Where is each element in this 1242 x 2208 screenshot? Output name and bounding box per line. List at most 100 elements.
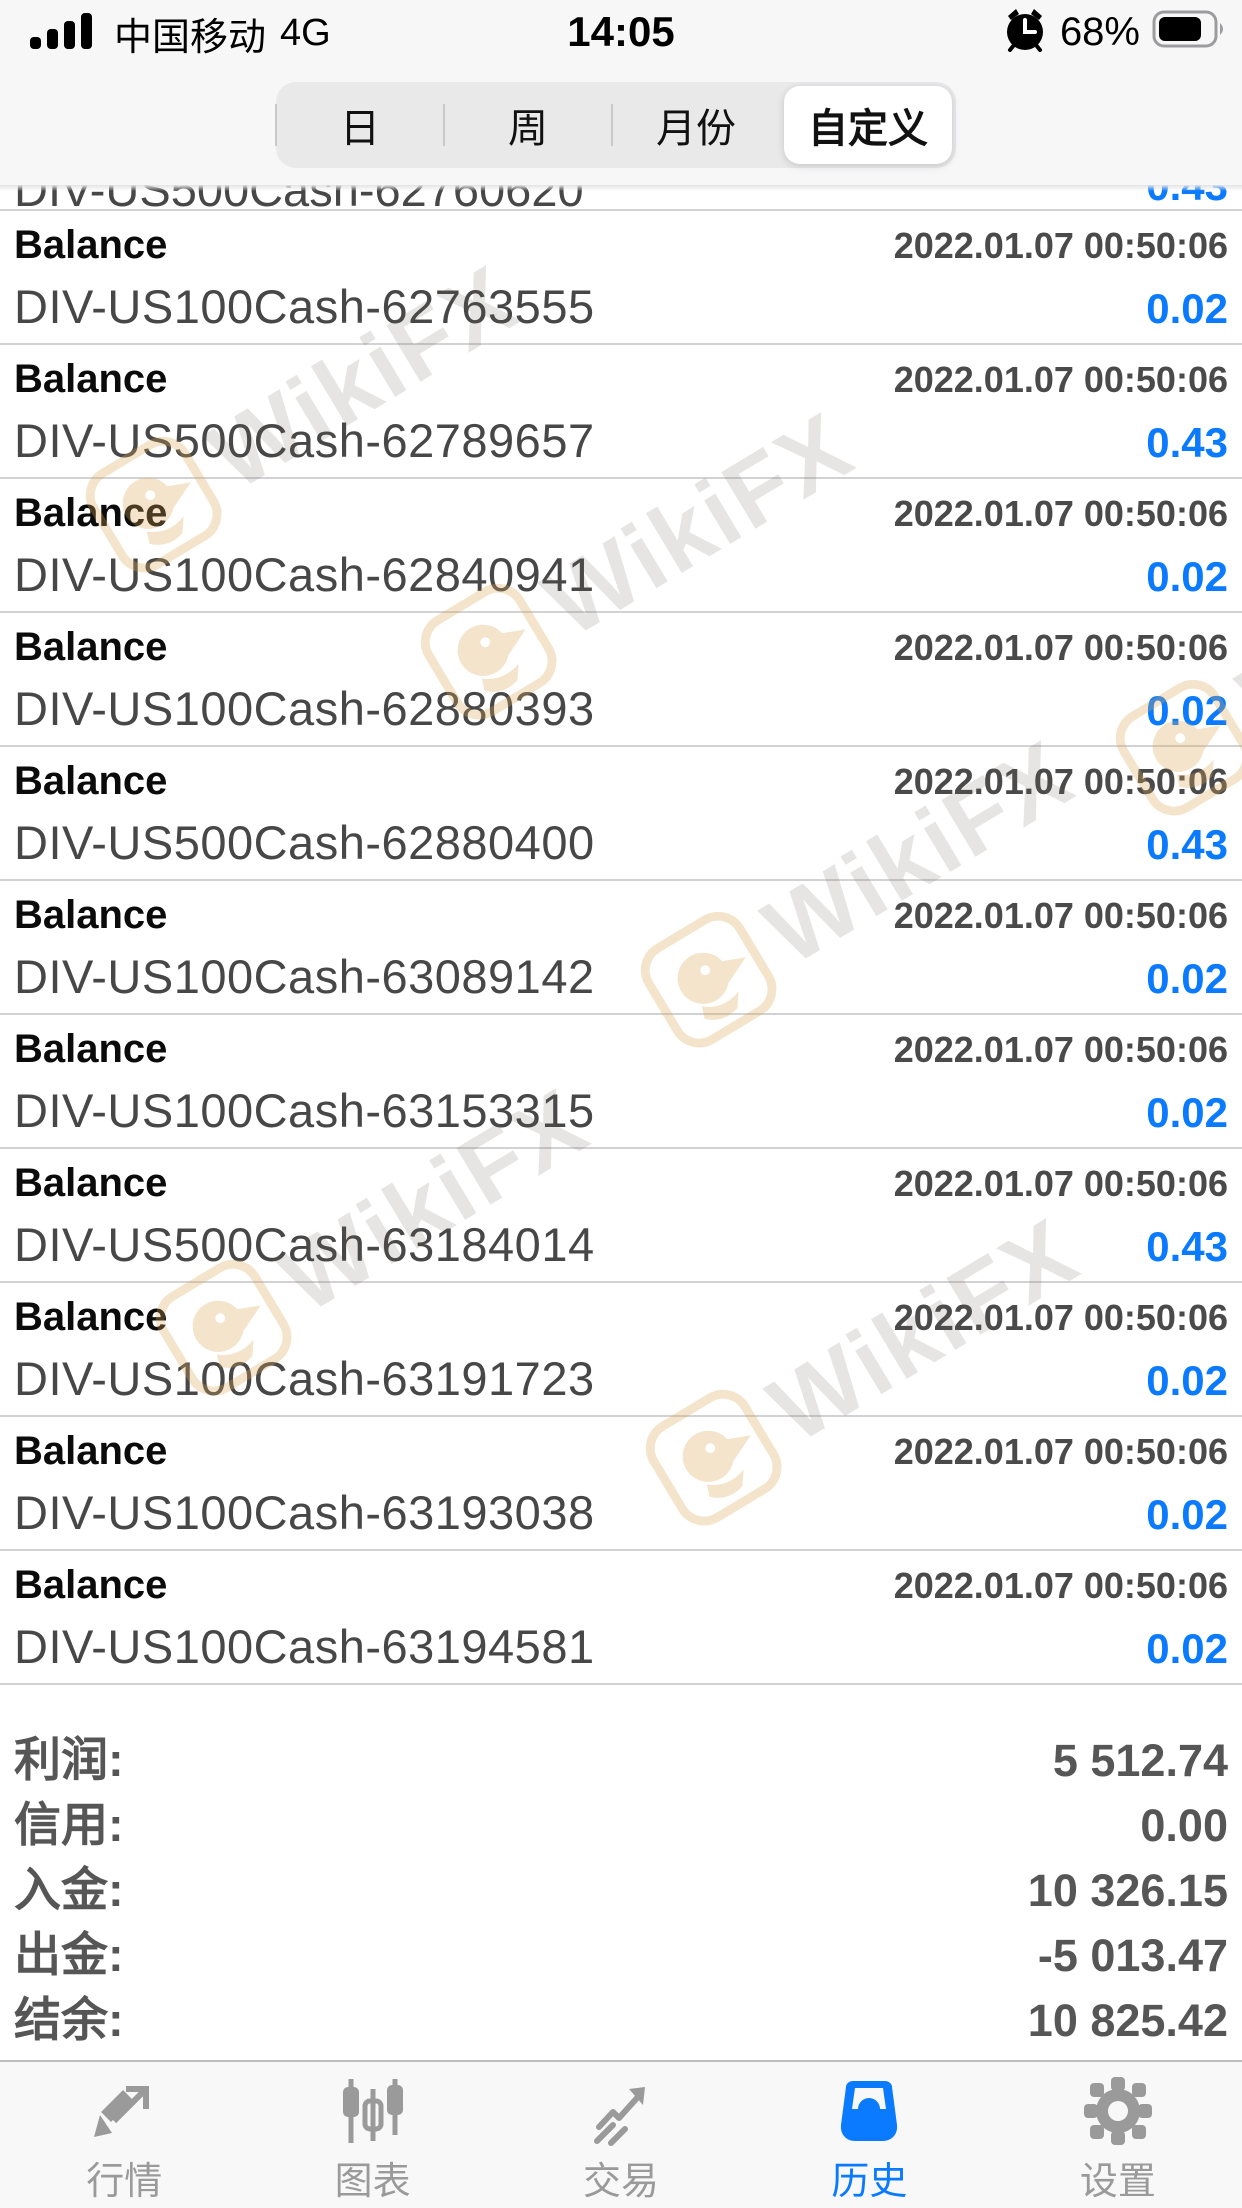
symbol-label: DIV-US100Cash-62763555 xyxy=(14,280,595,333)
history-row[interactable]: Balance 2022.01.07 00:50:06 DIV-US100Cas… xyxy=(0,1283,1242,1417)
transaction-type-label: Balance xyxy=(14,1295,168,1339)
summary-value: 0.00 xyxy=(1140,1800,1228,1851)
transaction-time-label: 2022.01.07 00:50:06 xyxy=(893,1297,1228,1338)
transaction-type-label: Balance xyxy=(14,223,168,267)
transaction-type-label: Balance xyxy=(14,357,168,401)
transaction-time-label: 2022.01.07 00:50:06 xyxy=(893,359,1228,400)
transaction-time-label: 2022.01.07 00:50:06 xyxy=(893,1565,1228,1606)
transaction-type-label: Balance xyxy=(14,625,168,669)
tab-label: 设置 xyxy=(1079,2161,1156,2203)
symbol-label: DIV-US100Cash-62880393 xyxy=(14,682,595,735)
alarm-clock-icon xyxy=(1002,6,1048,59)
history-rows: Balance 2022.01.07 00:50:06 DIV-US100Cas… xyxy=(0,211,1242,1685)
summary-row: 结余: 10 825.42 xyxy=(14,1981,1228,2046)
transaction-type-label: Balance xyxy=(14,1161,168,1205)
summary-label: 结余: xyxy=(14,1993,124,2046)
tab-label: 图表 xyxy=(334,2161,411,2203)
summary-label: 利润: xyxy=(14,1733,124,1786)
symbol-label: DIV-US500Cash-62880400 xyxy=(14,816,595,869)
amount-value: 0.02 xyxy=(1146,955,1228,1002)
battery-icon xyxy=(1152,10,1226,55)
history-row[interactable]: Balance 2022.01.07 00:50:06 DIV-US500Cas… xyxy=(0,747,1242,881)
history-row[interactable]: Balance 2022.01.07 00:50:06 DIV-US100Cas… xyxy=(0,1417,1242,1551)
period-tab[interactable]: 日 xyxy=(275,82,444,168)
summary-value: 10 326.15 xyxy=(1027,1865,1228,1916)
history-row[interactable]: Balance 2022.01.07 00:50:06 DIV-US100Cas… xyxy=(0,613,1242,747)
tab-交易[interactable]: 交易 xyxy=(497,2062,745,2208)
chart-icon xyxy=(334,2074,412,2148)
history-row[interactable]: Balance 2022.01.07 00:50:06 DIV-US500Cas… xyxy=(0,1149,1242,1283)
tab-设置[interactable]: 设置 xyxy=(994,2062,1242,2208)
history-row[interactable]: Balance 2022.01.07 00:50:06 DIV-US100Cas… xyxy=(0,881,1242,1015)
tab-label: 交易 xyxy=(583,2161,660,2203)
battery-percent-label: 68% xyxy=(1059,10,1140,54)
symbol-label: DIV-US500Cash-63184014 xyxy=(14,1218,595,1271)
period-tab[interactable]: 周 xyxy=(443,82,612,168)
network-type-label: 4G xyxy=(280,12,331,54)
carrier-label: 中国移动 xyxy=(114,17,267,59)
period-tab-label: 自定义 xyxy=(808,107,928,151)
history-row[interactable]: Balance 2022.01.07 00:50:06 DIV-US100Cas… xyxy=(0,479,1242,613)
summary-row: 入金: 10 326.15 xyxy=(14,1851,1228,1916)
symbol-label: DIV-US100Cash-63193038 xyxy=(14,1486,595,1539)
symbol-label: DIV-US100Cash-62840941 xyxy=(14,548,595,601)
status-bar: 中国移动 4G 14:05 68% xyxy=(0,0,1242,60)
transaction-time-label: 2022.01.07 00:50:06 xyxy=(893,1163,1228,1204)
signal-strength-icon xyxy=(28,9,100,58)
summary-label: 出金: xyxy=(14,1928,124,1981)
tab-行情[interactable]: 行情 xyxy=(0,2062,248,2208)
bottom-tab-bar: 行情 图表 交易 历史 xyxy=(0,2060,1242,2208)
transaction-type-label: Balance xyxy=(14,1027,168,1071)
history-row[interactable]: Balance 2022.01.07 00:50:06 DIV-US100Cas… xyxy=(0,1015,1242,1149)
quotes-icon xyxy=(85,2074,163,2148)
period-tab-label: 日 xyxy=(340,107,380,151)
history-list: DIV-US500Cash-62760620 0.43 Balance 2022… xyxy=(0,185,1242,1685)
summary-label: 入金: xyxy=(14,1863,124,1916)
summary-label: 信用: xyxy=(14,1798,124,1851)
symbol-label: DIV-US100Cash-63191723 xyxy=(14,1352,595,1405)
summary-row: 出金: -5 013.47 xyxy=(14,1916,1228,1981)
history-row[interactable]: Balance 2022.01.07 00:50:06 DIV-US500Cas… xyxy=(0,345,1242,479)
transaction-type-label: Balance xyxy=(14,491,168,535)
amount-value: 0.02 xyxy=(1146,687,1228,734)
transaction-time-label: 2022.01.07 00:50:06 xyxy=(893,761,1228,802)
history-row[interactable]: Balance 2022.01.07 00:50:06 DIV-US100Cas… xyxy=(0,1551,1242,1685)
period-tab[interactable]: 月份 xyxy=(611,82,780,168)
amount-value: 0.02 xyxy=(1146,553,1228,600)
symbol-label: DIV-US100Cash-63089142 xyxy=(14,950,595,1003)
transaction-time-label: 2022.01.07 00:50:06 xyxy=(893,895,1228,936)
period-tab-label: 月份 xyxy=(656,107,736,151)
transaction-type-label: Balance xyxy=(14,1429,168,1473)
history-row[interactable]: Balance 2022.01.07 00:50:06 DIV-US100Cas… xyxy=(0,211,1242,345)
summary-value: -5 013.47 xyxy=(1037,1930,1228,1981)
amount-value: 0.02 xyxy=(1146,1357,1228,1404)
period-segmented-control: 日 周 月份 自定义 xyxy=(275,82,956,168)
amount-value: 0.02 xyxy=(1146,1625,1228,1672)
tab-label: 行情 xyxy=(86,2161,163,2203)
amount-value: 0.43 xyxy=(1146,1223,1228,1270)
header: 中国移动 4G 14:05 68% xyxy=(0,0,1242,191)
tab-历史[interactable]: 历史 xyxy=(745,2062,993,2208)
tab-图表[interactable]: 图表 xyxy=(248,2062,496,2208)
period-tab-label: 周 xyxy=(508,107,548,151)
tab-label: 历史 xyxy=(831,2161,908,2203)
amount-value: 0.02 xyxy=(1146,1089,1228,1136)
trade-icon xyxy=(582,2074,660,2148)
transaction-time-label: 2022.01.07 00:50:06 xyxy=(893,1431,1228,1472)
period-tab[interactable]: 自定义 xyxy=(784,86,952,164)
transaction-time-label: 2022.01.07 00:50:06 xyxy=(893,225,1228,266)
amount-value: 0.43 xyxy=(1146,821,1228,868)
transaction-time-label: 2022.01.07 00:50:06 xyxy=(893,627,1228,668)
transaction-time-label: 2022.01.07 00:50:06 xyxy=(893,493,1228,534)
account-summary: 利润: 5 512.74 信用: 0.00 入金: 10 326.15 出金: … xyxy=(0,1707,1242,2046)
summary-value: 5 512.74 xyxy=(1052,1735,1228,1786)
transaction-type-label: Balance xyxy=(14,893,168,937)
symbol-label: DIV-US100Cash-63153315 xyxy=(14,1084,595,1137)
summary-row: 利润: 5 512.74 xyxy=(14,1721,1228,1786)
amount-value: 0.43 xyxy=(1146,419,1228,466)
transaction-type-label: Balance xyxy=(14,759,168,803)
transaction-time-label: 2022.01.07 00:50:06 xyxy=(893,1029,1228,1070)
settings-icon xyxy=(1079,2074,1157,2148)
symbol-label: DIV-US100Cash-63194581 xyxy=(14,1620,595,1673)
status-time: 14:05 xyxy=(567,8,675,55)
